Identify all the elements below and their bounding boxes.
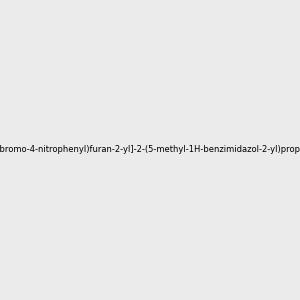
Text: (2E)-3-[5-(2-bromo-4-nitrophenyl)furan-2-yl]-2-(5-methyl-1H-benzimidazol-2-yl)pr: (2E)-3-[5-(2-bromo-4-nitrophenyl)furan-2… — [0, 146, 300, 154]
